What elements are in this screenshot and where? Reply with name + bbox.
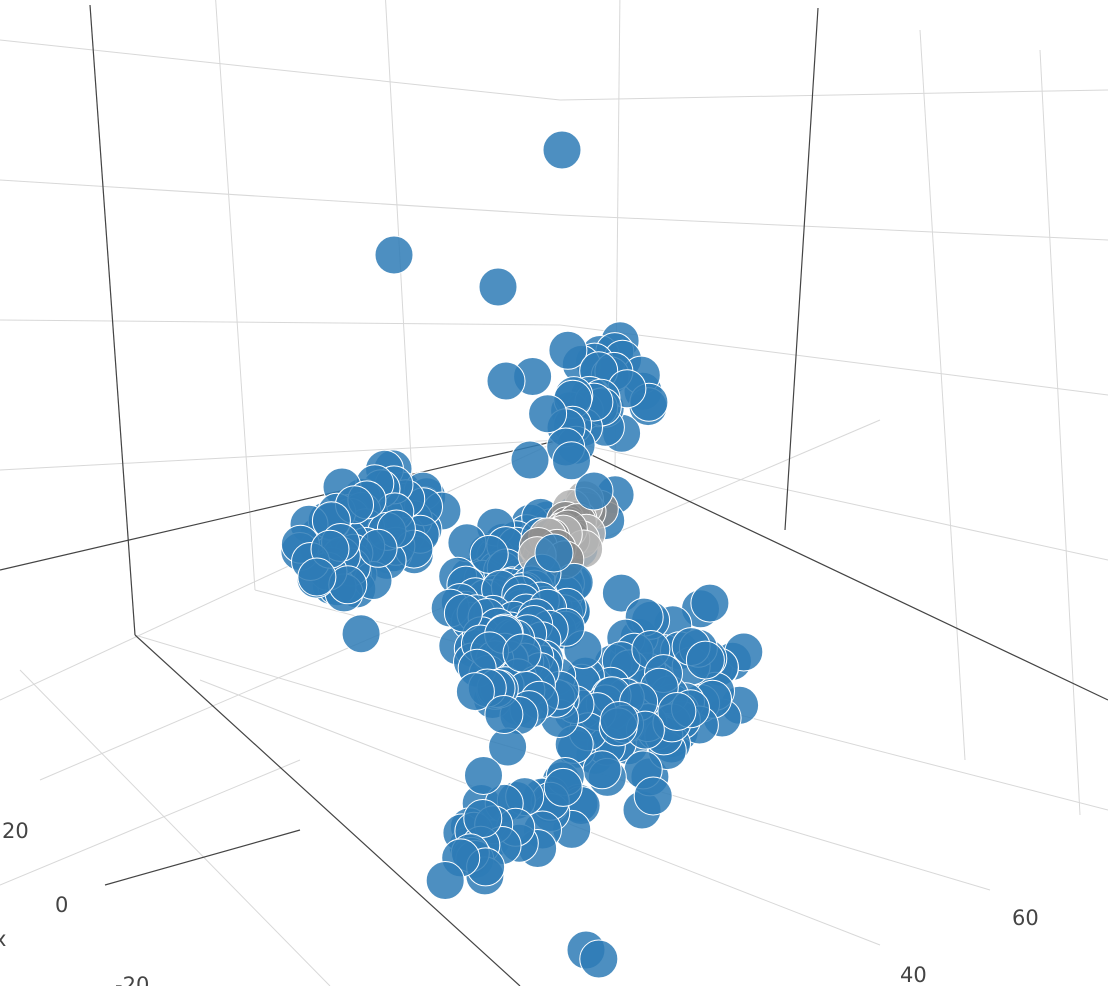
scatter-point — [528, 394, 568, 434]
scatter-point — [502, 633, 542, 673]
tick-labels: 20 0 -20 40 60 x — [0, 819, 1039, 986]
scatter-point — [543, 767, 583, 807]
y-tick-label: 60 — [1012, 906, 1039, 930]
markers — [280, 130, 764, 979]
scatter-point — [579, 939, 619, 979]
scatter-point — [548, 330, 588, 370]
scatter-point — [469, 534, 509, 574]
scatter-point — [358, 528, 398, 568]
x-tick-label: -20 — [115, 973, 149, 986]
scatter-point — [574, 471, 614, 511]
scatter-point — [599, 701, 639, 740]
side-wall-grid — [559, 0, 1108, 816]
scatter-point — [463, 799, 503, 838]
scatter-point — [601, 573, 641, 613]
scatter-point — [685, 640, 725, 680]
scatter-point — [455, 672, 495, 712]
scatter-point — [464, 756, 503, 795]
scatter-point — [534, 533, 574, 573]
scatter-point — [484, 695, 524, 734]
scatter-point — [486, 361, 526, 401]
scatter-point — [297, 557, 337, 597]
y-tick-label: 40 — [900, 963, 927, 986]
scatter-point — [341, 614, 381, 654]
scatter-point — [633, 776, 673, 816]
scatter-point — [478, 267, 518, 307]
scatter-point — [690, 583, 730, 623]
scatter-point — [425, 861, 465, 900]
axis-lines — [0, 4, 1108, 986]
scatter-point — [510, 440, 550, 480]
scatter-point — [443, 593, 483, 633]
scatter-point — [542, 130, 582, 170]
scatter-point — [657, 692, 697, 731]
x-tick-label: 20 — [2, 819, 29, 843]
axis-title-fragment: x — [0, 927, 6, 951]
scatter-point — [374, 235, 414, 275]
scatter-point — [552, 441, 591, 481]
x-tick-label: 0 — [55, 893, 68, 917]
